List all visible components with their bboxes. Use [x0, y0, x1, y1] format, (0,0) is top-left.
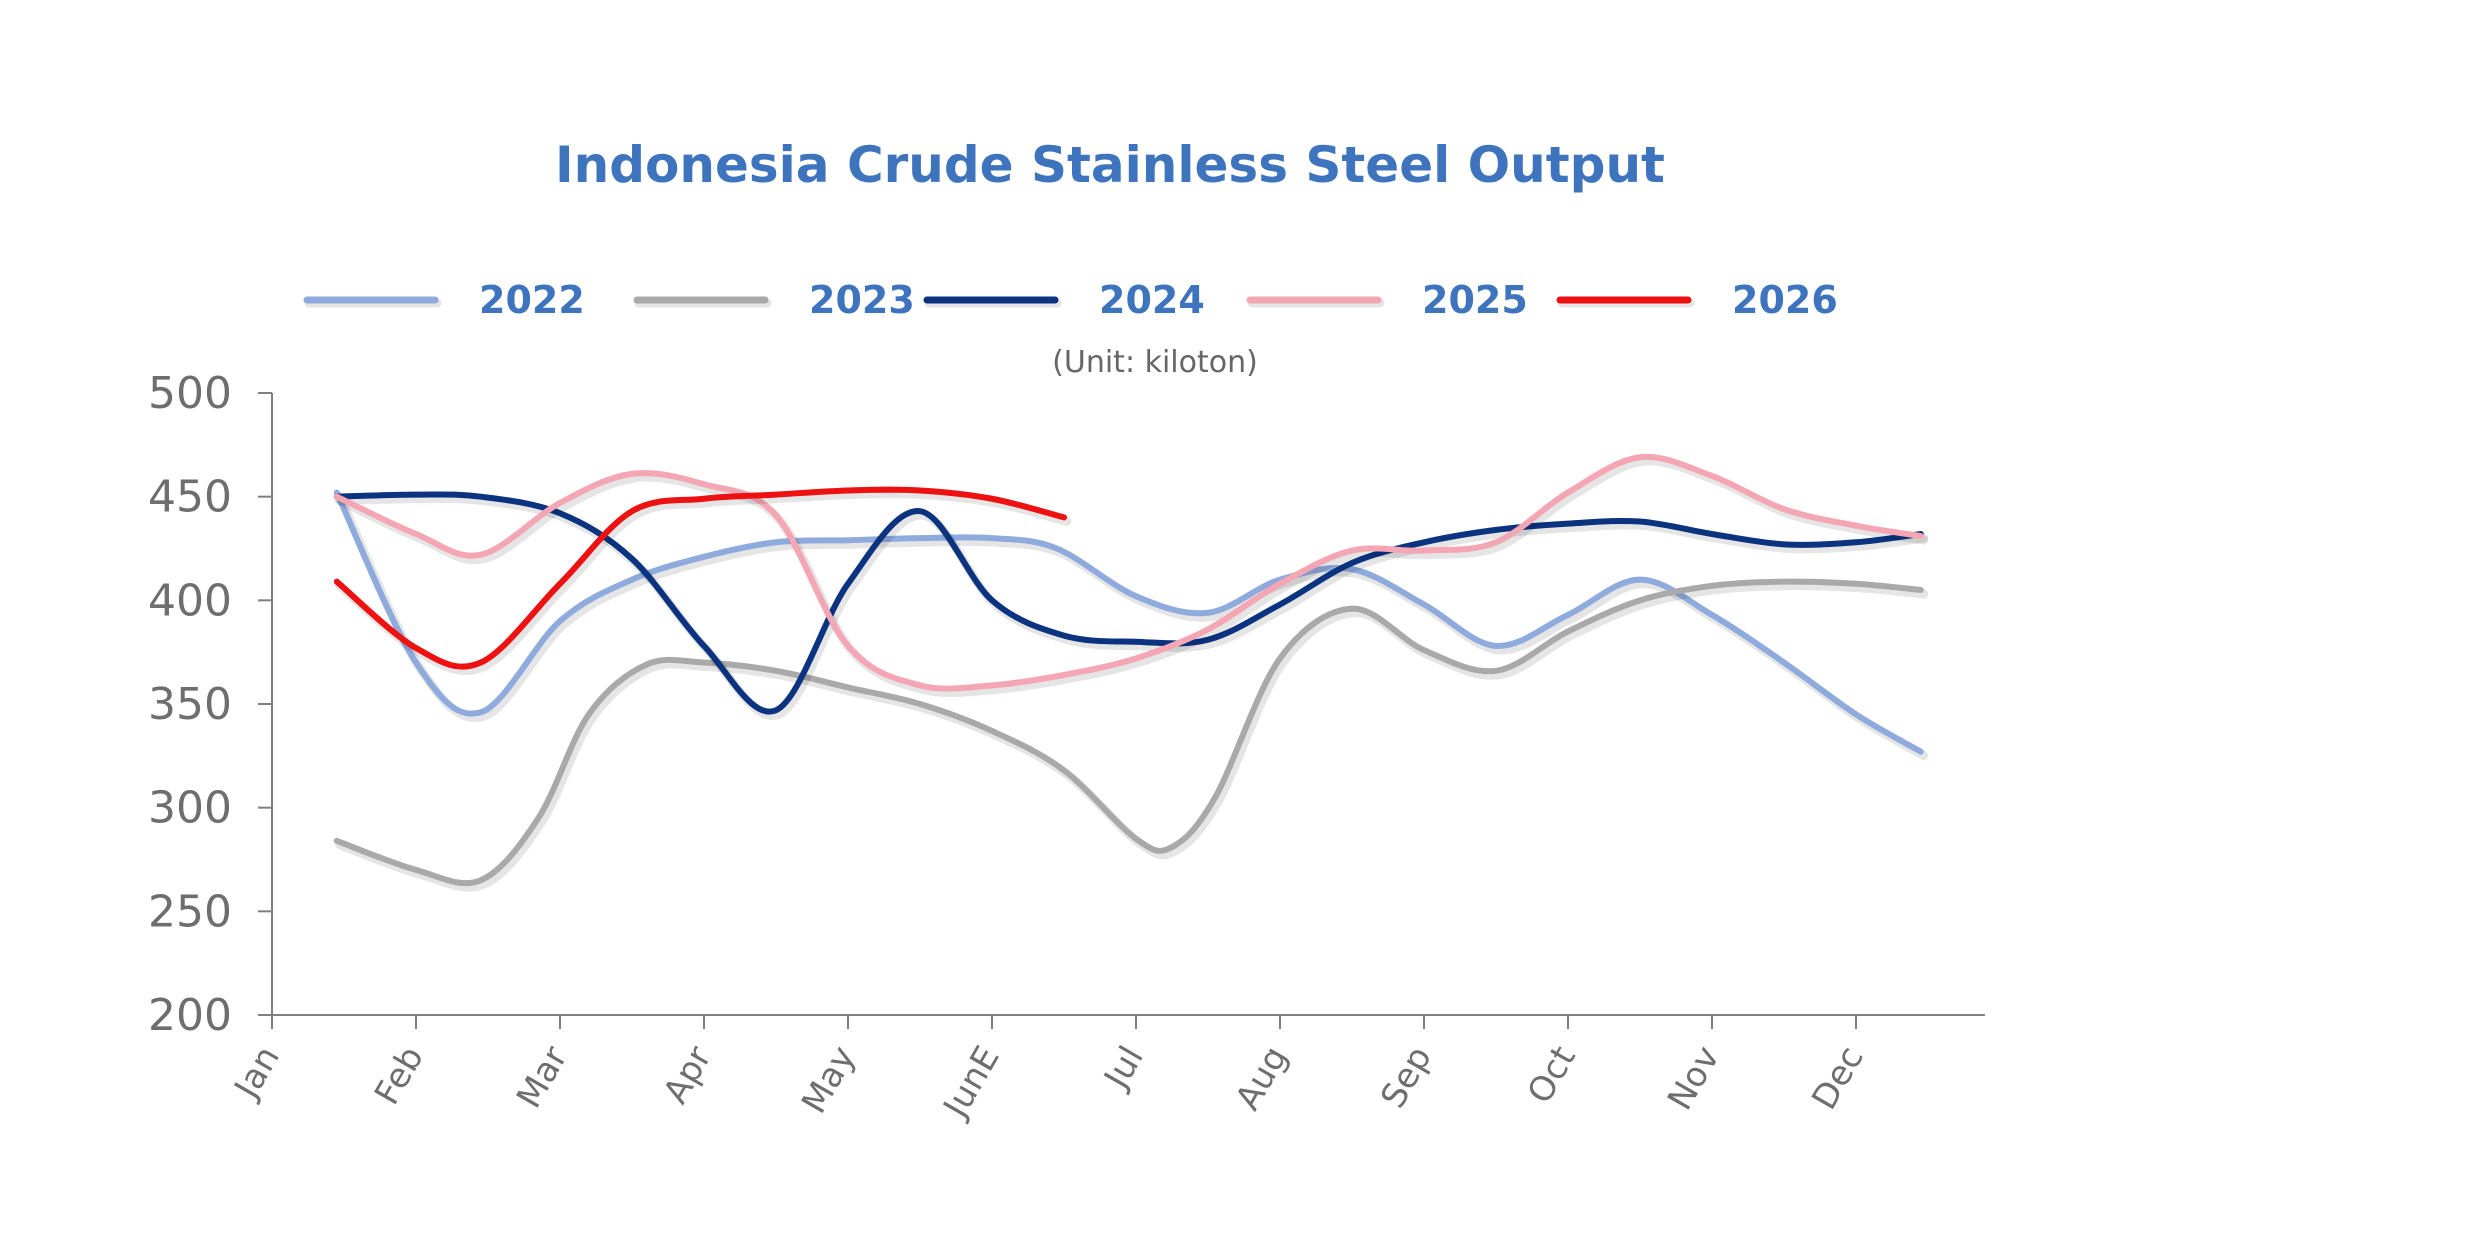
series-line-2026 [333, 486, 1067, 670]
series-line-2024 [333, 491, 1924, 715]
x-tick-label: Jan [226, 1040, 288, 1107]
x-tick-label: Mar [509, 1039, 576, 1115]
x-tick-label: Apr [656, 1039, 720, 1110]
chart-title: Indonesia Crude Stainless Steel Output [555, 136, 1665, 194]
x-tick-label: Sep [1373, 1040, 1440, 1116]
x-axis: Jan Feb Mar Apr May JunE Jul Aug Sep Oct Nov Dec [226, 1014, 1985, 1126]
x-tick-label: Nov [1660, 1040, 1728, 1117]
series-line-2023 [333, 578, 1924, 887]
x-tick-label: JunE [935, 1040, 1008, 1126]
legend-label-2022: 2022 [479, 278, 585, 322]
legend-label-2026: 2026 [1732, 278, 1838, 322]
y-tick-label: 250 [148, 886, 232, 937]
legend-label-2024: 2024 [1099, 278, 1205, 322]
series-shadow-2025 [335, 456, 1929, 698]
y-tick-label: 450 [148, 472, 232, 523]
series-layer [333, 453, 1929, 892]
y-tick-label: 500 [148, 368, 232, 419]
y-tick-label: 400 [148, 575, 232, 626]
x-tick-label: Aug [1228, 1040, 1296, 1117]
x-tick-label: Feb [367, 1040, 432, 1112]
y-tick-label: 350 [148, 679, 232, 730]
x-tick-label: Dec [1804, 1040, 1872, 1117]
series-line-2025 [333, 453, 1924, 692]
legend-label-2025: 2025 [1422, 278, 1528, 322]
y-tick-label: 300 [148, 783, 232, 834]
y-tick-label: 200 [148, 990, 232, 1041]
series-shadow-2026 [335, 489, 1072, 676]
x-tick-label: May [794, 1040, 864, 1121]
x-tick-label: Oct [1520, 1040, 1584, 1111]
x-tick-label: Jul [1096, 1040, 1152, 1097]
unit-note: (Unit: kiloton) [1052, 345, 1258, 380]
legend-label-2023: 2023 [809, 278, 915, 322]
y-axis: 200 250 300 350 400 450 500 [148, 368, 273, 1041]
series-line-2022 [333, 489, 1924, 755]
legend: 2022 2023 2024 2025 2026 [303, 278, 1838, 322]
